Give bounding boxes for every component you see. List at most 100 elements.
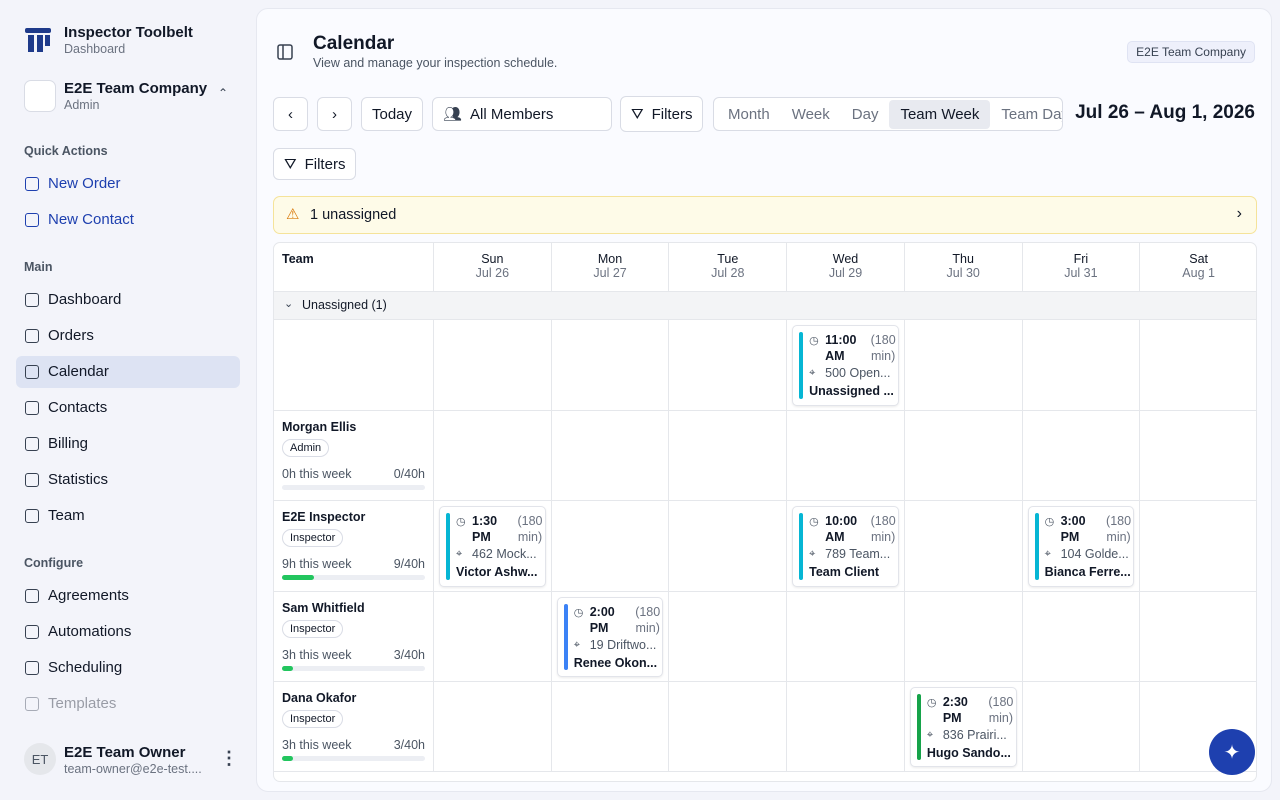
nav-icon	[25, 365, 39, 379]
view-tab[interactable]: Team Week	[889, 99, 991, 129]
app-sub: Dashboard	[64, 42, 126, 56]
nav-item[interactable]: Dashboard	[16, 284, 240, 316]
nav-item[interactable]: Agreements	[16, 580, 240, 612]
nav-label: New Contact	[48, 211, 134, 228]
event-color	[1034, 513, 1039, 580]
view-tab[interactable]: Team Day	[1001, 105, 1063, 123]
nav-item[interactable]: New Order	[16, 168, 240, 200]
day-header: Tue Jul 28	[669, 243, 788, 292]
day-cell	[787, 501, 905, 592]
event-address: 789 Team...	[825, 547, 891, 561]
day-cell	[551, 411, 670, 501]
day-cell	[787, 411, 905, 501]
event-card[interactable]: ◷ 1:30 PM (180 min) ⌖ 462 Mock... Victor Ashw…	[439, 506, 546, 587]
nav-item[interactable]: Billing	[16, 428, 240, 460]
event-card[interactable]: ◷ 3:00 PM (180 min) ⌖ 104 Golde... Bianca Fer…	[1027, 506, 1135, 587]
org-icon	[24, 80, 56, 112]
nav-label: Orders	[48, 327, 94, 344]
event-client: Unassigned ...	[809, 384, 894, 398]
day-date: Jul 29	[828, 266, 863, 280]
nav-item[interactable]: New Contact	[16, 204, 240, 236]
day-header: Fri Jul 31	[1022, 243, 1141, 292]
event-time: 2:00 PM	[589, 605, 615, 635]
chevron: ›	[1236, 205, 1242, 222]
nav-icon	[25, 661, 39, 675]
group-row[interactable]: ⌄ Unassigned (1)	[274, 292, 1256, 320]
nav-icon	[25, 329, 39, 343]
view-tab[interactable]: Week	[791, 105, 830, 123]
org-name[interactable]: E2E Team Company	[64, 80, 208, 97]
day-cell	[669, 411, 788, 501]
next-button[interactable]: ›	[317, 97, 352, 131]
day-cell	[904, 320, 1023, 411]
nav-label: Automations	[48, 623, 132, 640]
team-cell: Morgan Ellis Admin 0h this week 0/40h	[274, 411, 434, 501]
event-card[interactable]: ◷ 2:00 PM (180 min) ⌖ 19 Driftwo... Renee Oko…	[556, 597, 664, 677]
clock-icon: ◷	[1044, 516, 1055, 528]
event-card[interactable]: ◷ 10:00 AM (180 min) ⌖ 789 Team... Team Clien…	[792, 506, 899, 587]
today-button[interactable]: Today	[361, 97, 424, 131]
team-cell: E2E Inspector Inspector 9h this week 9/40h	[274, 501, 434, 592]
nav-item[interactable]: Automations	[16, 616, 240, 648]
view-tab[interactable]: Month	[728, 105, 770, 123]
member-name: Morgan Ellis	[282, 420, 357, 434]
user-menu[interactable]: ⋮	[220, 748, 238, 768]
unassigned-alert[interactable]: ⚠ 1 unassigned ›	[273, 196, 1257, 234]
team-grid: Team Sun Jul 26 Mon Jul 27 Tue Jul 28 Wed Jul 29…	[273, 242, 1257, 782]
day-cell	[1140, 682, 1256, 772]
org-switch[interactable]: ⌃	[218, 86, 229, 100]
nav-icon	[25, 589, 39, 603]
day-cell	[1022, 411, 1141, 501]
event-client: Hugo Sando...	[926, 746, 1011, 760]
event-card[interactable]: ◷ 11:00 AM (180 min) ⌖ 500 Open... Unassigned…	[792, 325, 899, 406]
nav-item[interactable]: Calendar	[16, 356, 240, 388]
filters-button[interactable]: ⛛ Filters	[620, 96, 704, 132]
view-tab[interactable]: Day	[851, 105, 879, 123]
sidebar-toggle[interactable]	[277, 44, 293, 60]
day-name: Tue	[717, 252, 739, 266]
day-header: Sat Aug 1	[1140, 243, 1256, 292]
day-cell	[669, 320, 788, 411]
event-address: 104 Golde...	[1060, 547, 1129, 561]
nav-label: Statistics	[48, 471, 109, 488]
nav-item[interactable]: Statistics	[16, 464, 240, 496]
clock-icon: ◷	[573, 607, 584, 619]
day-cell	[1022, 501, 1141, 592]
logo	[25, 28, 51, 52]
members-select[interactable]: 👥︎ All Members	[432, 97, 612, 131]
day-cell	[434, 501, 552, 592]
main-panel: Calendar View and manage your inspection…	[256, 8, 1272, 792]
event-time: 2:30 PM	[942, 695, 968, 725]
role-badge: Inspector	[282, 710, 344, 728]
nav-icon	[25, 697, 39, 711]
nav-item[interactable]: Orders	[16, 320, 240, 352]
day-cell	[1140, 320, 1256, 411]
icon: 👥︎	[443, 106, 463, 123]
day-date: Jul 30	[946, 266, 980, 280]
nav-item[interactable]: Scheduling	[16, 652, 240, 684]
day-cell	[1022, 592, 1141, 682]
day-name: Thu	[952, 252, 974, 266]
prev-button[interactable]: ‹	[273, 97, 308, 131]
load-bar	[282, 666, 293, 671]
event-address: 19 Driftwo...	[589, 638, 657, 652]
event-duration: (180 min)	[870, 333, 896, 363]
event-address: 462 Mock...	[472, 547, 537, 561]
nav-label: Team	[48, 507, 85, 524]
hours-text: 9h this week	[282, 557, 352, 571]
event-card[interactable]: ◷ 2:30 PM (180 min) ⌖ 836 Prairi... Hugo Sand…	[909, 687, 1017, 767]
team-cell	[274, 320, 434, 411]
nav-item[interactable]: Templates	[16, 688, 240, 720]
event-color	[446, 513, 450, 580]
nav-item[interactable]: Contacts	[16, 392, 240, 424]
assistant-button[interactable]: ✦	[1209, 729, 1255, 775]
role-badge: Admin	[282, 439, 330, 457]
event-address: 500 Open...	[825, 366, 891, 380]
day-cell	[904, 682, 1023, 772]
day-cell	[904, 501, 1023, 592]
day-header: Wed Jul 29	[787, 243, 905, 292]
member-name: E2E Inspector	[282, 510, 366, 524]
nav-item[interactable]: Team	[16, 500, 240, 532]
filters-button-2[interactable]: ⛛ Filters	[273, 148, 357, 180]
